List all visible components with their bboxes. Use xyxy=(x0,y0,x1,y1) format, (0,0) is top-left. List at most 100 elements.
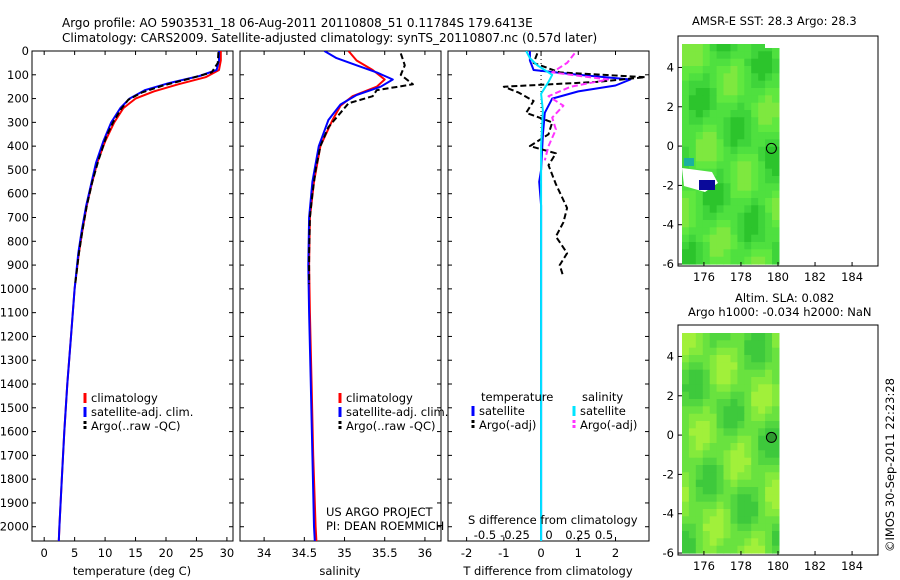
sla-field-cell xyxy=(716,472,725,481)
sla-field-cell xyxy=(682,421,690,429)
sst-field-cell xyxy=(702,51,711,60)
sal-x-tick-label: 34 xyxy=(257,546,272,560)
sla-field-cell xyxy=(688,494,697,503)
diff-series-argo-adj--line xyxy=(543,52,610,161)
sst-field-cell xyxy=(723,234,731,243)
sla-field-cell xyxy=(737,509,745,517)
sla-field-cell xyxy=(751,333,759,341)
sla-field-cell xyxy=(716,340,725,349)
sst-field-cell xyxy=(688,146,697,155)
sla-field-cell xyxy=(737,333,745,341)
sst-field-cell xyxy=(744,132,752,140)
sla-field-cell xyxy=(709,516,718,525)
sst-field-cell xyxy=(702,139,711,148)
sst-field-cell xyxy=(695,234,704,243)
sla-field-cell xyxy=(688,369,697,378)
sla-field-cell xyxy=(772,509,780,517)
sal-x-tick-label: 36 xyxy=(418,546,433,560)
sst-field-cell xyxy=(723,205,731,214)
project-annotation: US ARGO PROJECT xyxy=(326,505,434,519)
sst-field-cell xyxy=(737,234,745,243)
sla-field-cell xyxy=(758,391,766,400)
sla-field-cell xyxy=(772,362,780,371)
sst-field-cell xyxy=(730,139,738,148)
sst-field-cell xyxy=(737,205,745,214)
sla-field-cell xyxy=(682,443,690,451)
sst-field-cell xyxy=(758,176,766,184)
depth-tick-label: 1500 xyxy=(0,401,29,415)
sst-field-cell xyxy=(709,220,718,228)
sst-field-cell xyxy=(730,154,738,162)
sst-field-cell xyxy=(702,205,711,214)
sla-field-cell xyxy=(744,538,752,547)
sla-field-cell xyxy=(772,413,780,422)
sst-field-cell xyxy=(758,132,766,140)
sst-field-cell xyxy=(709,198,718,206)
sla-field-cell xyxy=(730,516,738,525)
sla-field-cell xyxy=(723,384,731,393)
sst-field-cell xyxy=(765,176,773,184)
sla-field-cell xyxy=(709,333,718,341)
sla-field-cell xyxy=(730,494,738,503)
sst-field-cell xyxy=(695,227,704,236)
sla-field-cell xyxy=(751,501,759,510)
sla-field-cell xyxy=(723,479,731,488)
sla-field-cell xyxy=(682,465,690,473)
sla-field-cell xyxy=(716,384,725,393)
sst-field-cell xyxy=(716,117,725,126)
difference-panel: -2 -1 0 1 2 T difference from climatology S … xyxy=(447,50,650,578)
sst-field-cell xyxy=(716,183,725,192)
sla-field-cell xyxy=(772,457,780,466)
sla-field-cell xyxy=(772,399,780,407)
sst-field-cell xyxy=(702,132,711,140)
sst-field-cell xyxy=(702,110,711,118)
sst-field-cell xyxy=(744,102,752,111)
temperature-axes-frame xyxy=(31,50,234,542)
sst-field-cell xyxy=(765,256,773,265)
sla-field-cell xyxy=(730,443,738,451)
sla-field-cell xyxy=(695,384,704,393)
sst-field-cell xyxy=(682,249,690,258)
sla-field-cell xyxy=(716,494,725,503)
sla-field-cell xyxy=(737,523,745,532)
sla-field-cell xyxy=(744,443,752,451)
sla-field-cell xyxy=(695,523,704,532)
sst-field-cell xyxy=(772,234,780,243)
sla-field-cell xyxy=(737,538,745,547)
sst-field-cell xyxy=(709,102,718,111)
sla-field-cell xyxy=(751,509,759,517)
sst-field-cell xyxy=(730,220,738,228)
sst-field-cell xyxy=(682,242,690,250)
sst-field-cell xyxy=(688,212,697,221)
sst-field-cell xyxy=(765,198,773,206)
sst-map-field xyxy=(682,40,787,265)
sst-field-cell xyxy=(737,44,745,52)
sal-series-satellite-adj-clim--line xyxy=(307,51,394,541)
sla-x-tick-label: 178 xyxy=(730,559,752,573)
sla-field-cell xyxy=(695,428,704,437)
sla-field-cell xyxy=(758,362,766,371)
sla-field-cell xyxy=(737,428,745,437)
sst-field-cell xyxy=(765,227,773,236)
sla-field-cell xyxy=(758,479,766,488)
sla-field-cell xyxy=(702,545,711,554)
sla-field-cell xyxy=(737,369,745,378)
sla-field-cell xyxy=(709,472,718,481)
depth-tick-label: 500 xyxy=(7,163,29,177)
sst-field-cell xyxy=(730,212,738,221)
sla-field-cell xyxy=(723,355,731,363)
temperature-lines xyxy=(57,51,222,541)
temperature-x-label: temperature (deg C) xyxy=(73,564,191,578)
sst-field-cell xyxy=(744,80,752,89)
sst-y-tick-label: -2 xyxy=(663,178,674,192)
sla-field-cell xyxy=(723,487,731,495)
sst-field-cell xyxy=(709,168,718,177)
sst-field-cell xyxy=(758,183,766,192)
sst-field-cell xyxy=(695,110,704,118)
sst-field-cell xyxy=(702,212,711,221)
sst-field-cell xyxy=(765,80,773,89)
sst-field-cell xyxy=(730,183,738,192)
sst-field-cell xyxy=(709,146,718,155)
sst-field-cell xyxy=(682,146,690,155)
sst-field-cell xyxy=(751,110,759,118)
